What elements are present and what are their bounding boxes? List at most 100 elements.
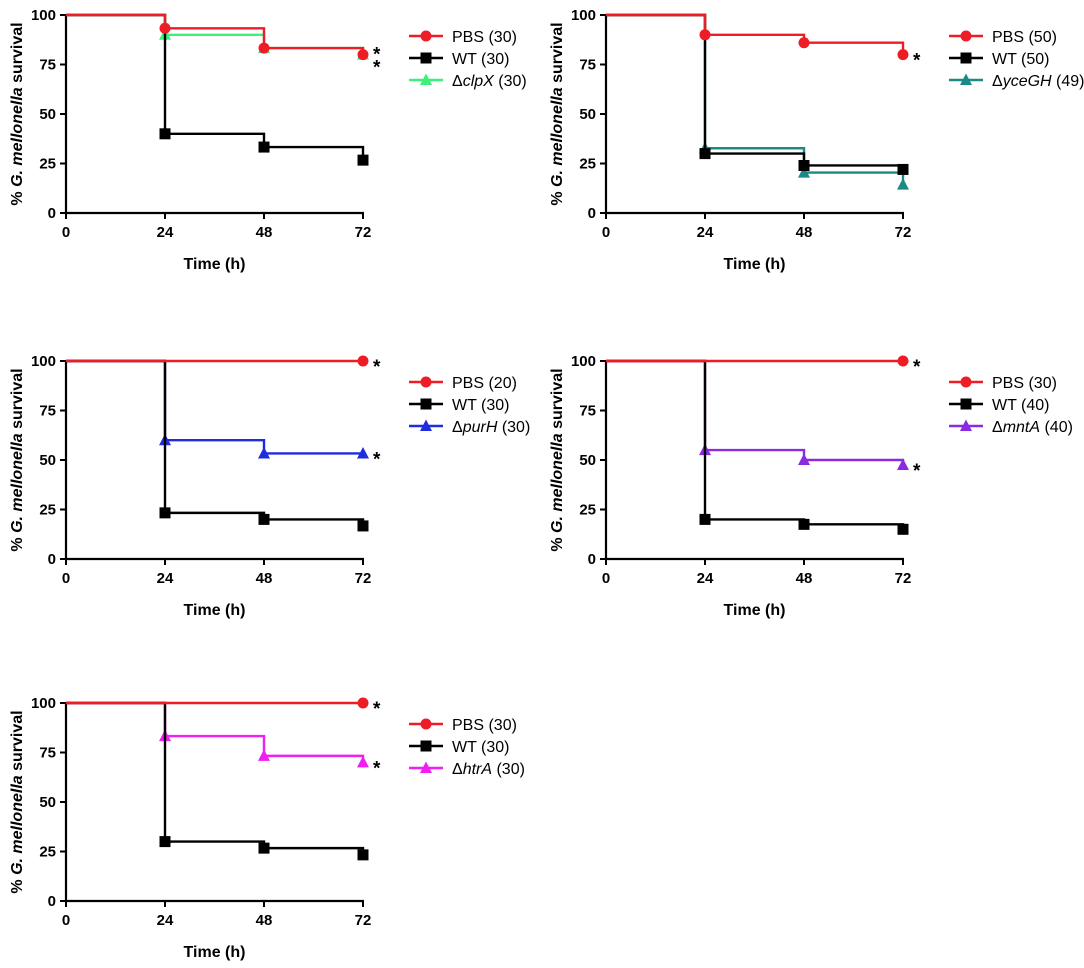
x-tick-label: 0 xyxy=(62,570,70,587)
data-point-marker xyxy=(159,507,171,519)
series-line xyxy=(66,701,365,763)
series-1 xyxy=(606,13,909,61)
data-point-marker xyxy=(258,513,270,525)
legend-label-gene: yceGH xyxy=(1002,73,1052,90)
data-point-marker xyxy=(357,849,369,861)
data-point-marker xyxy=(159,128,171,140)
legend-item: ΔyceGH (49) xyxy=(949,73,1084,90)
series-1 xyxy=(66,13,369,61)
legend-label: WT (50) xyxy=(992,51,1049,68)
y-tick-label: 50 xyxy=(579,106,596,123)
series-2 xyxy=(606,359,909,535)
y-axis-title-species: G. mellonella xyxy=(9,775,26,875)
data-point-marker xyxy=(159,22,171,34)
x-tick-label: 24 xyxy=(697,224,714,241)
legend-label: WT (30) xyxy=(452,51,509,68)
data-point-marker xyxy=(699,29,711,41)
y-tick-label: 0 xyxy=(48,893,56,910)
y-axis-title: % G. mellonella survival xyxy=(9,710,26,893)
data-point-marker xyxy=(798,453,810,465)
legend-label: PBS (50) xyxy=(992,29,1057,46)
legend-label-main: PBS (30) xyxy=(452,717,517,734)
x-axis-title: Time (h) xyxy=(184,256,246,273)
y-axis-title-suffix: survival xyxy=(9,368,26,433)
legend-item: WT (30) xyxy=(409,51,509,68)
legend-marker xyxy=(420,761,432,773)
x-tick-label: 72 xyxy=(355,224,372,241)
data-point-marker xyxy=(798,37,810,49)
legend-marker xyxy=(960,398,972,410)
data-point-marker xyxy=(798,518,810,530)
x-tick-label: 0 xyxy=(62,224,70,241)
x-axis-title: Time (h) xyxy=(724,602,786,619)
legend-item: WT (40) xyxy=(949,397,1049,414)
legend-label-main: WT (30) xyxy=(452,51,509,68)
significance-asterisk: * xyxy=(373,357,381,378)
series-line xyxy=(66,359,363,455)
data-point-marker xyxy=(258,842,270,854)
data-point-marker xyxy=(258,42,270,54)
legend-label-count: (40) xyxy=(1040,419,1073,436)
legend-label-main: PBS (50) xyxy=(992,29,1057,46)
y-tick-label: 75 xyxy=(39,745,56,762)
x-tick-label: 72 xyxy=(895,570,912,587)
legend-marker xyxy=(960,52,972,64)
legend-label: PBS (30) xyxy=(452,717,517,734)
legend-label: WT (30) xyxy=(452,397,509,414)
y-tick-label: 50 xyxy=(39,794,56,811)
y-tick-label: 50 xyxy=(39,106,56,123)
data-point-marker xyxy=(699,148,711,160)
series-line xyxy=(606,13,905,170)
y-tick-label: 0 xyxy=(48,205,56,222)
legend-label: WT (30) xyxy=(452,739,509,756)
data-point-marker xyxy=(897,178,909,190)
y-tick-label: 75 xyxy=(39,403,56,420)
data-point-marker xyxy=(897,163,909,175)
x-tick-label: 0 xyxy=(62,912,70,929)
legend-marker xyxy=(420,52,432,64)
legend-label-main: WT (40) xyxy=(992,397,1049,414)
legend-label-main: Δ xyxy=(992,419,1003,436)
y-tick-label: 0 xyxy=(588,205,596,222)
series-3 xyxy=(66,13,369,60)
series-2 xyxy=(66,359,369,532)
x-tick-label: 24 xyxy=(157,224,174,241)
legend-label: ΔhtrA (30) xyxy=(452,761,525,778)
legend-label-count: (49) xyxy=(1052,73,1084,90)
x-tick-label: 48 xyxy=(256,912,273,929)
series-line xyxy=(66,13,365,161)
significance-asterisk: * xyxy=(373,699,381,720)
legend-label-main: WT (30) xyxy=(452,739,509,756)
legend-marker xyxy=(960,73,972,85)
y-tick-label: 50 xyxy=(39,452,56,469)
legend-label-main: Δ xyxy=(452,761,463,778)
significance-asterisk: * xyxy=(373,45,381,66)
data-point-marker xyxy=(699,513,711,525)
x-tick-label: 24 xyxy=(157,912,174,929)
series-3 xyxy=(66,359,369,459)
y-tick-label: 75 xyxy=(579,403,596,420)
legend-item: WT (50) xyxy=(949,51,1049,68)
legend-label: PBS (30) xyxy=(452,29,517,46)
legend-item: PBS (30) xyxy=(949,375,1057,392)
y-tick-label: 0 xyxy=(48,551,56,568)
y-tick-label: 50 xyxy=(579,452,596,469)
series-3 xyxy=(606,13,909,190)
legend-item: WT (30) xyxy=(409,739,509,756)
significance-asterisk: * xyxy=(373,758,381,779)
x-tick-label: 72 xyxy=(355,912,372,929)
y-tick-label: 0 xyxy=(588,551,596,568)
y-tick-label: 100 xyxy=(571,7,596,24)
data-point-marker xyxy=(357,355,369,367)
x-axis-title: Time (h) xyxy=(184,944,246,961)
legend-marker xyxy=(420,376,432,388)
series-line xyxy=(606,13,905,55)
series-2 xyxy=(66,701,369,861)
legend-item: ΔmntA (40) xyxy=(949,419,1073,436)
data-point-marker xyxy=(897,458,909,470)
